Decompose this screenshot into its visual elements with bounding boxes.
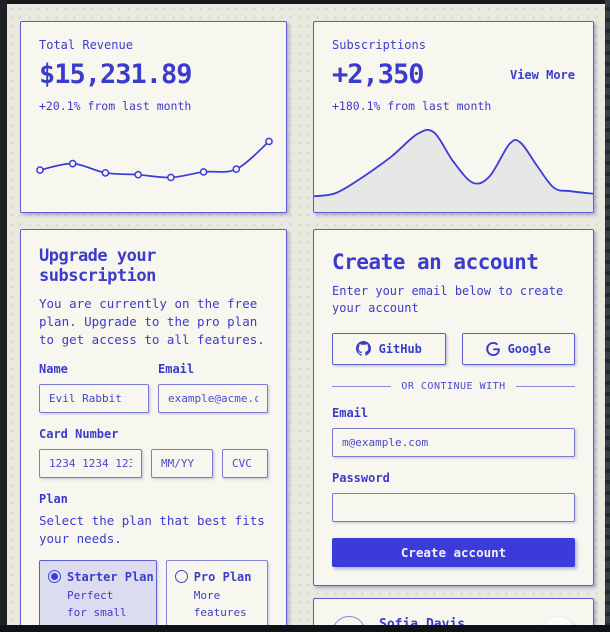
radio-selected-icon[interactable] (48, 570, 61, 584)
upgrade-subscription-card: Upgrade your subscription You are curren… (20, 229, 287, 625)
card-number-label: Card Number (39, 427, 119, 442)
create-account-description: Enter your email below to create your ac… (332, 284, 564, 316)
starter-plan-name: Starter Plan (67, 569, 154, 584)
name-input[interactable] (39, 384, 149, 414)
subscriptions-title: Subscriptions (332, 38, 426, 52)
screen-bezel-left (0, 0, 7, 632)
card-expiry-input[interactable] (151, 449, 213, 479)
screen-bezel-bottom (0, 625, 610, 632)
plan-description: Select the plan that best fits your need… (39, 513, 265, 546)
email-label: Email (158, 362, 195, 377)
google-icon (485, 341, 500, 356)
create-account-card: Create an account Enter your email below… (313, 229, 594, 586)
plan-label: Plan (39, 492, 68, 507)
chat-user-name: Sofia Davis (379, 617, 466, 625)
subscriptions-value: +2,350 (332, 59, 425, 90)
revenue-title: Total Revenue (39, 38, 133, 52)
card-number-input[interactable] (39, 449, 142, 479)
plus-icon: + (554, 624, 563, 625)
create-account-button[interactable]: Create account (332, 537, 575, 567)
github-button[interactable]: GitHub (332, 332, 446, 365)
view-more-link[interactable]: View More (509, 67, 575, 82)
revenue-value: $15,231.89 (39, 59, 193, 90)
revenue-chart-wrap (35, 125, 274, 189)
create-account-title: Create an account (332, 250, 539, 274)
subscriptions-change: +180.1% from last month (332, 99, 492, 113)
password-label: Password (332, 470, 390, 485)
google-button-label: Google (507, 341, 551, 356)
account-email-label: Email (332, 405, 369, 420)
starter-plan-description: Perfect for small businesses. (67, 588, 140, 625)
subscriptions-area-chart (314, 128, 593, 212)
revenue-line-chart (36, 137, 273, 182)
screen-bezel-right (605, 0, 610, 632)
dashboard-page: Total Revenue $15,231.89 +20.1% from las… (7, 4, 605, 625)
plan-option-starter[interactable]: Starter Plan Perfect for small businesse… (39, 559, 157, 625)
avatar: S (332, 615, 366, 625)
pro-plan-name: Pro Plan (193, 569, 252, 584)
total-revenue-card: Total Revenue $15,231.89 +20.1% from las… (20, 21, 287, 213)
radio-unselected-icon[interactable] (174, 570, 188, 584)
revenue-change: +20.1% from last month (39, 99, 192, 113)
upgrade-description: You are currently on the free plan. Upgr… (39, 296, 265, 347)
name-label: Name (39, 362, 68, 377)
subscriptions-card: Subscriptions +2,350 View More +180.1% f… (313, 21, 594, 213)
account-email-field[interactable] (332, 427, 575, 457)
github-button-label: GitHub (378, 341, 422, 356)
chat-card: S Sofia Davis m@example.com + (313, 597, 594, 625)
email-field[interactable] (158, 384, 268, 414)
pro-plan-description: More features and storage. (193, 588, 247, 625)
github-icon (355, 341, 371, 356)
or-continue-divider: OR CONTINUE WITH (332, 380, 576, 392)
add-user-button[interactable]: + (543, 616, 575, 625)
plan-option-pro[interactable]: Pro Plan More features and storage. (165, 559, 268, 625)
google-button[interactable]: Google (461, 332, 575, 365)
password-field[interactable] (332, 492, 575, 522)
subscriptions-chart-wrap (314, 114, 593, 212)
upgrade-title: Upgrade your subscription (39, 246, 156, 286)
divider-text: OR CONTINUE WITH (401, 380, 506, 392)
card-cvc-input[interactable] (222, 449, 268, 479)
